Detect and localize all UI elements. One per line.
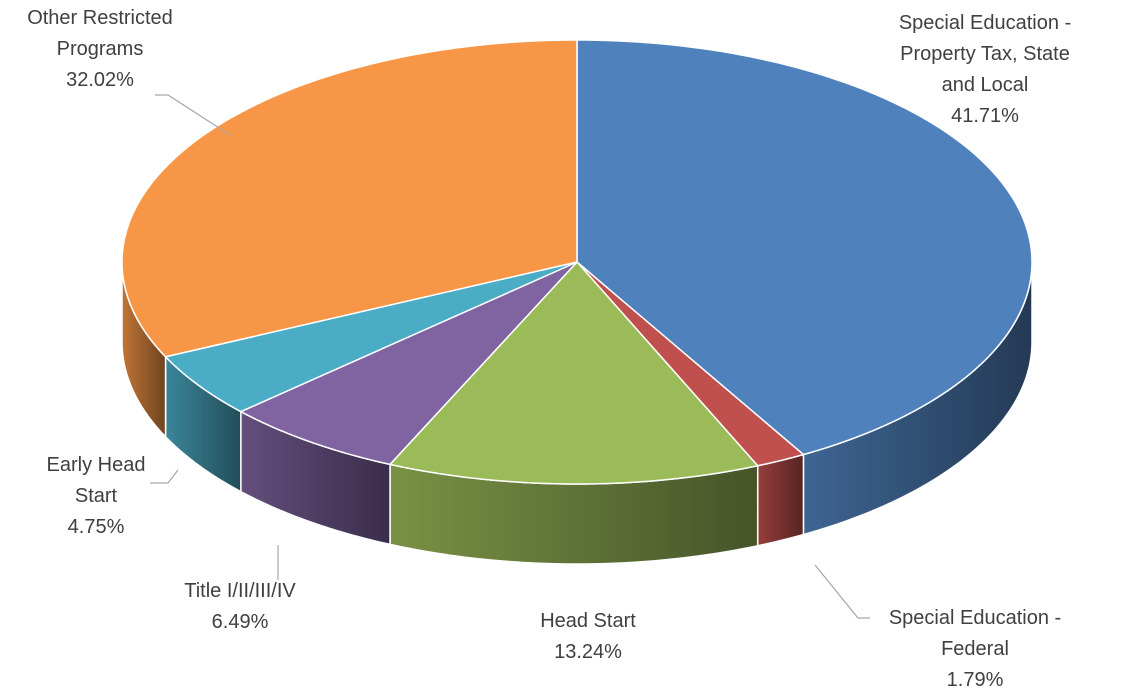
data-label: Head Start 13.24% [488,606,688,668]
value-label: 41.71% [951,105,1019,127]
data-label: Early Head Start 4.75% [31,450,161,543]
slice [121,39,578,358]
slice [239,261,578,466]
category-name: Title I/II/III/IV [184,580,296,602]
leader-line [814,564,870,619]
category-name: Early Head Start [46,454,146,507]
slice [576,261,805,467]
slice-side [756,453,805,547]
leader-line [155,94,231,136]
data-label: Special Education - Federal 1.79% [870,603,1080,696]
data-label: Title I/II/III/IV 6.49% [140,576,340,638]
value-label: 6.49% [211,611,269,633]
category-name: Special Education - Property Tax, State … [898,12,1072,96]
value-label: 13.24% [554,641,622,663]
data-label: Other Restricted Programs 32.02% [0,3,200,96]
category-name: Special Education - Federal [888,607,1062,660]
category-name: Other Restricted Programs [27,7,173,60]
data-label: Special Education - Property Tax, State … [885,8,1085,132]
leader-line [150,469,179,484]
slice [164,261,578,413]
slice [388,260,760,485]
slice [576,39,1033,456]
category-name: Head Start [540,610,636,632]
value-label: 32.02% [66,69,134,91]
value-label: 1.79% [946,669,1004,691]
value-label: 4.75% [67,516,125,538]
